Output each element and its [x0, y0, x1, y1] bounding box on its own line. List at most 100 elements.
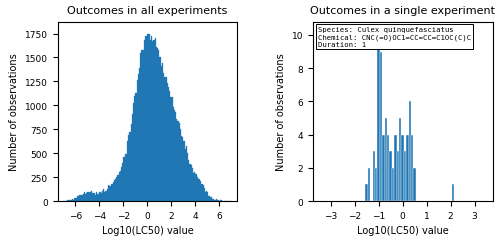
Bar: [214, 200, 216, 201]
Bar: [122, 163, 124, 201]
Bar: [157, 49, 158, 201]
Bar: [88, 192, 90, 201]
Bar: [390, 152, 392, 201]
Bar: [175, 112, 176, 201]
Bar: [86, 193, 88, 201]
Bar: [162, 64, 163, 201]
Bar: [110, 186, 112, 201]
Bar: [160, 67, 162, 201]
Bar: [206, 192, 208, 201]
Bar: [406, 135, 408, 201]
Bar: [212, 199, 214, 201]
Bar: [121, 167, 122, 201]
Bar: [70, 200, 72, 201]
Bar: [78, 196, 79, 201]
Bar: [104, 192, 106, 201]
Bar: [109, 186, 110, 201]
Bar: [194, 172, 196, 201]
Bar: [130, 125, 132, 201]
Bar: [97, 194, 98, 201]
Bar: [146, 37, 148, 201]
Bar: [187, 154, 188, 201]
Bar: [150, 41, 151, 201]
Bar: [394, 135, 396, 201]
Bar: [128, 136, 130, 201]
Bar: [200, 182, 202, 201]
Bar: [402, 135, 404, 201]
Bar: [136, 81, 138, 201]
Bar: [204, 189, 205, 201]
Bar: [134, 96, 136, 201]
Bar: [399, 118, 402, 201]
Bar: [112, 182, 114, 201]
Title: Outcomes in a single experiment: Outcomes in a single experiment: [310, 6, 495, 16]
Bar: [118, 172, 120, 201]
Bar: [170, 98, 172, 201]
Bar: [67, 200, 68, 201]
Bar: [120, 171, 121, 201]
Bar: [190, 165, 192, 201]
Bar: [132, 114, 133, 201]
Bar: [205, 192, 206, 201]
Bar: [368, 168, 370, 201]
Bar: [176, 120, 178, 201]
Bar: [84, 192, 85, 201]
Bar: [102, 192, 103, 201]
Bar: [404, 152, 406, 201]
Bar: [151, 37, 152, 201]
X-axis label: Log10(LC50) value: Log10(LC50) value: [356, 226, 448, 235]
Bar: [387, 135, 390, 201]
Y-axis label: Number of observations: Number of observations: [9, 53, 19, 170]
Bar: [375, 168, 378, 201]
Bar: [154, 38, 156, 201]
Bar: [76, 196, 78, 201]
Bar: [208, 196, 210, 201]
Bar: [184, 150, 186, 201]
Bar: [73, 200, 74, 201]
Bar: [163, 74, 164, 201]
Bar: [392, 168, 394, 201]
Bar: [411, 135, 414, 201]
Bar: [140, 54, 141, 201]
Bar: [92, 193, 94, 201]
Bar: [178, 123, 180, 201]
Bar: [168, 88, 169, 201]
Bar: [380, 52, 382, 201]
Bar: [384, 118, 387, 201]
Bar: [68, 200, 70, 201]
Bar: [115, 179, 116, 201]
Title: Outcomes in all experiments: Outcomes in all experiments: [67, 6, 228, 16]
Bar: [188, 161, 190, 201]
Bar: [116, 177, 117, 201]
Bar: [396, 152, 399, 201]
Bar: [148, 34, 150, 201]
Bar: [408, 102, 411, 201]
Bar: [169, 92, 170, 201]
Bar: [152, 42, 154, 201]
Bar: [198, 179, 199, 201]
Bar: [138, 74, 139, 201]
Bar: [139, 68, 140, 201]
Bar: [211, 197, 212, 201]
Bar: [174, 110, 175, 201]
Bar: [158, 51, 160, 201]
Bar: [218, 200, 220, 201]
Bar: [79, 195, 80, 201]
Bar: [199, 179, 200, 201]
Bar: [180, 130, 181, 201]
Bar: [182, 137, 184, 201]
Bar: [382, 135, 384, 201]
Bar: [210, 197, 211, 201]
Bar: [166, 84, 168, 201]
Bar: [181, 137, 182, 201]
Bar: [100, 193, 102, 201]
Bar: [452, 185, 454, 201]
Bar: [114, 180, 115, 201]
Bar: [196, 177, 198, 201]
Bar: [193, 173, 194, 201]
Bar: [126, 154, 127, 201]
Bar: [106, 190, 108, 201]
Bar: [366, 185, 368, 201]
Bar: [372, 152, 375, 201]
Bar: [216, 200, 217, 201]
